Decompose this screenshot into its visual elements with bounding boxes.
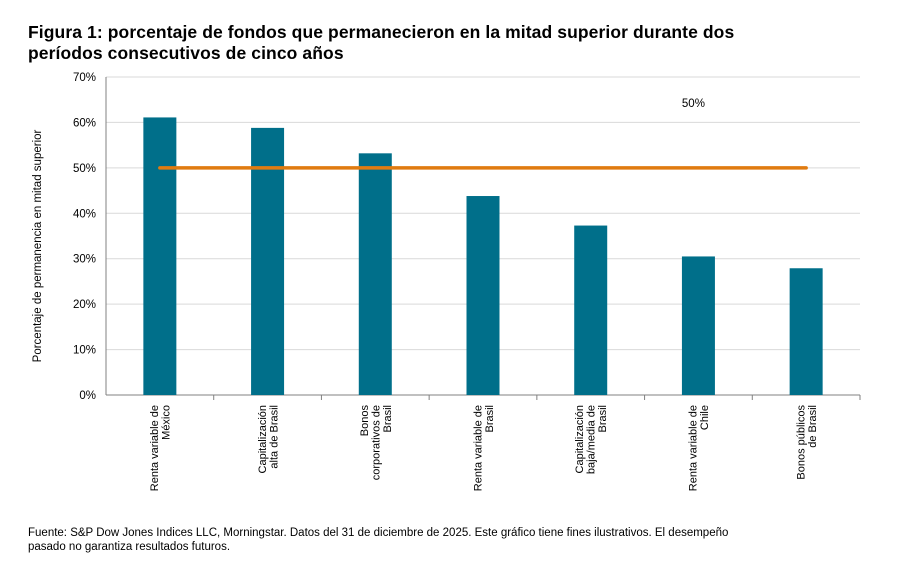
x-tick-label-line: Bonos públicos (795, 405, 807, 480)
footnote-line-2: pasado no garantiza resultados futuros. (28, 541, 231, 553)
chart-title-line-2: períodos consecutivos de cinco años (28, 43, 344, 63)
x-tick-label: Capitalización baja/media de Brasil (574, 405, 609, 474)
x-tick-label-line: Capitalización (257, 405, 269, 473)
y-tick-label: 0% (79, 390, 96, 402)
x-tick-label: Capitalización alta de Brasil (257, 405, 281, 473)
chart-title: Figura 1: porcentaje de fondos que perma… (28, 22, 878, 64)
x-tick-label-line: Brasil (484, 405, 496, 433)
bar (251, 127, 285, 395)
x-tick-label-line: Chile (699, 405, 711, 430)
bar (789, 268, 823, 395)
x-tick-label-line: baja/media de (586, 405, 598, 474)
x-tick-label: Bonos corporativos de Brasil (359, 405, 394, 481)
x-tick-label: Renta variable de México (149, 405, 173, 491)
x-tick-label-line: Renta variable de (149, 405, 161, 491)
bar (681, 256, 715, 395)
chart-title-line-1: Figura 1: porcentaje de fondos que perma… (28, 22, 735, 42)
x-tick-label-line: México (161, 405, 173, 440)
y-tick-label: 50% (73, 163, 96, 175)
bar (466, 196, 500, 395)
x-tick-label-line: corporativos de (370, 405, 382, 480)
bar (143, 117, 177, 395)
source-footnote: Fuente: S&P Dow Jones Indices LLC, Morni… (28, 526, 878, 554)
y-tick-label: 30% (73, 254, 96, 266)
x-tick-label-line: Renta variable de (688, 405, 700, 491)
x-tick-label: Renta variable de Brasil (472, 405, 496, 491)
x-tick-label-line: Brasil (382, 405, 394, 433)
reference-line-label: 50% (682, 98, 705, 110)
footnote-line-1: Fuente: S&P Dow Jones Indices LLC, Morni… (28, 527, 729, 539)
x-tick-label: Bonos públicos de Brasil (795, 405, 819, 480)
x-tick-label-line: Bonos (359, 405, 371, 437)
x-tick-label: Renta variable de Chile (688, 405, 712, 491)
y-tick-label: 20% (73, 299, 96, 311)
y-tick-label: 10% (73, 345, 96, 357)
x-tick-label-line: de Brasil (807, 405, 819, 448)
x-tick-label-line: Capitalización (574, 405, 586, 473)
y-tick-label: 70% (73, 72, 96, 84)
x-tick-label-line: Renta variable de (472, 405, 484, 491)
y-tick-label: 40% (73, 208, 96, 220)
bar (574, 225, 608, 395)
y-axis-title: Porcentaje de permanencia en mitad super… (32, 129, 44, 362)
bar (358, 153, 392, 395)
y-tick-label: 60% (73, 117, 96, 129)
x-tick-label-line: Brasil (597, 405, 609, 433)
x-tick-label-line: alta de Brasil (268, 405, 280, 469)
